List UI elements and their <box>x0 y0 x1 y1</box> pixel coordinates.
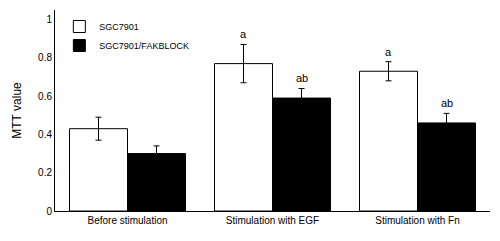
svg-text:SGC7901: SGC7901 <box>99 22 139 32</box>
svg-text:0.6: 0.6 <box>38 91 52 102</box>
svg-text:1: 1 <box>46 14 52 25</box>
svg-text:0: 0 <box>46 206 52 217</box>
svg-text:a: a <box>240 28 247 40</box>
svg-text:a: a <box>385 46 392 58</box>
svg-text:Before stimulation: Before stimulation <box>87 215 167 226</box>
svg-text:0.2: 0.2 <box>38 167 52 178</box>
svg-text:MTT value: MTT value <box>10 82 24 139</box>
svg-text:Stimulation with Fn: Stimulation with Fn <box>375 215 459 226</box>
svg-text:ab: ab <box>296 72 308 84</box>
svg-text:0.8: 0.8 <box>38 52 52 63</box>
svg-text:ab: ab <box>441 97 453 109</box>
svg-text:SGC7901/FAKBLOCK: SGC7901/FAKBLOCK <box>99 41 189 51</box>
svg-text:0.4: 0.4 <box>38 129 52 140</box>
svg-text:Stimulation with EGF: Stimulation with EGF <box>226 215 319 226</box>
